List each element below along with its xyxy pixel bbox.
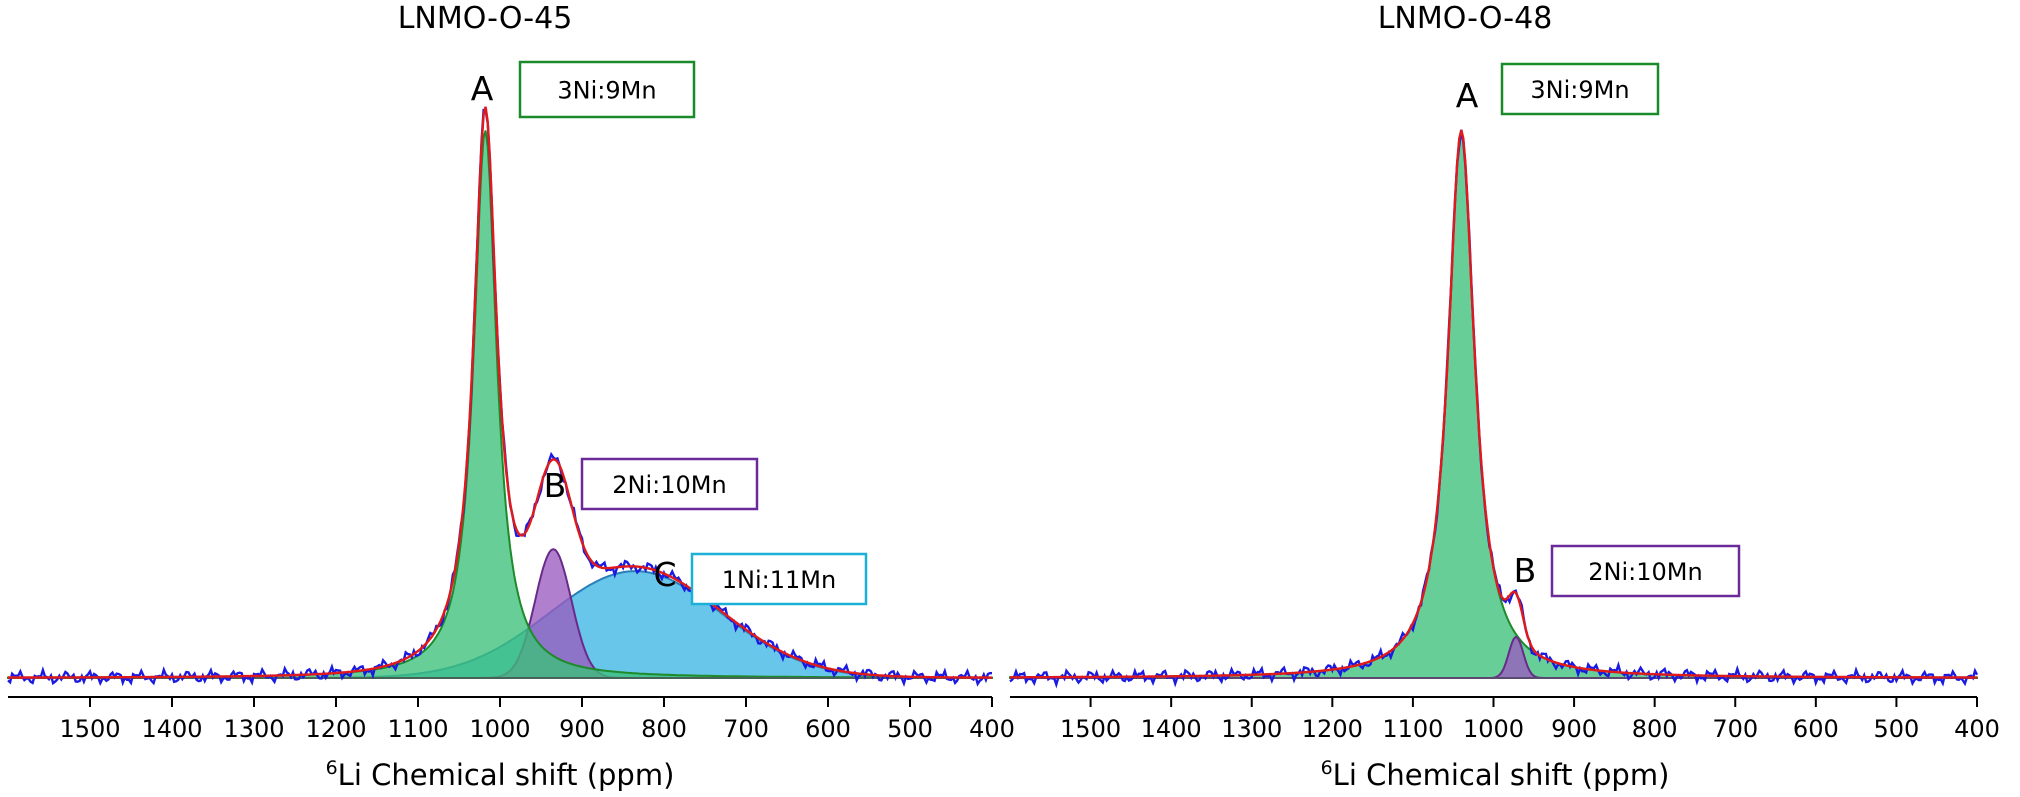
x-tick-label: 600 <box>1793 715 1839 743</box>
x-tick-label: 700 <box>1712 715 1758 743</box>
panel-lnmo-o-48: LNMO-O-48 1500 1400 1300 1200 1100 1000 900 800… <box>1009 1 2000 792</box>
x-tick-label: 1400 <box>1141 715 1202 743</box>
panel-title: LNMO-O-48 <box>1378 1 1553 36</box>
x-tick-label: 500 <box>887 715 933 743</box>
component-peak-a <box>1009 129 1978 679</box>
peak-label-c: C <box>653 555 676 594</box>
x-tick-label: 1500 <box>1060 715 1121 743</box>
panel-lnmo-o-45: LNMO-O-45 1500 1400 1300 1200 1100 1000 900 800… <box>7 1 1015 792</box>
x-tick-label: 400 <box>969 715 1015 743</box>
panel-title: LNMO-O-45 <box>398 1 573 36</box>
peak-label-a: A <box>1456 76 1479 115</box>
x-tick-label: 800 <box>641 715 687 743</box>
x-axis-label-superscript: 6 <box>326 757 338 779</box>
x-tick-label: 700 <box>723 715 769 743</box>
assignment-box-c <box>690 552 868 606</box>
assignment-text-b: 2Ni:10Mn <box>1588 558 1702 586</box>
x-tick-label: 800 <box>1632 715 1678 743</box>
peak-label-a: A <box>471 69 494 108</box>
assignment-text-a: 3Ni:9Mn <box>557 77 656 105</box>
assignment-box-a <box>518 60 696 119</box>
x-tick-label: 1100 <box>1382 715 1443 743</box>
x-axis-label-text: Li Chemical shift (ppm) <box>1333 758 1670 792</box>
x-tick-label: 1000 <box>469 715 530 743</box>
x-tick-label: 1500 <box>59 715 120 743</box>
peak-label-b: B <box>544 466 567 505</box>
spectrum-plot <box>1009 129 1979 689</box>
x-tick-label: 1400 <box>141 715 202 743</box>
peak-annotations: A 3Ni:9Mn B 2Ni:10Mn <box>1456 62 1741 598</box>
x-tick-label: 1000 <box>1463 715 1524 743</box>
x-tick-label: 900 <box>559 715 605 743</box>
assignment-box-b <box>580 457 759 511</box>
spectrum-plot <box>7 106 993 687</box>
x-tick-label: 1300 <box>223 715 284 743</box>
x-tick-label: 400 <box>1954 715 2000 743</box>
assignment-text-c: 1Ni:11Mn <box>722 566 836 594</box>
x-tick-label: 500 <box>1874 715 1920 743</box>
x-tick-label: 1300 <box>1221 715 1282 743</box>
assignment-box-a <box>1500 62 1660 116</box>
x-tick-label: 1200 <box>1302 715 1363 743</box>
assignment-box-b <box>1550 544 1741 598</box>
assignment-text-b: 2Ni:10Mn <box>612 471 726 499</box>
x-axis-label-superscript: 6 <box>1321 757 1333 779</box>
x-axis-label-text: Li Chemical shift (ppm) <box>338 758 675 792</box>
peak-annotations: C 1Ni:11Mn B 2Ni:10Mn A 3Ni:9Mn <box>471 60 868 606</box>
assignment-text-a: 3Ni:9Mn <box>1530 76 1629 104</box>
x-tick-label: 1100 <box>387 715 448 743</box>
x-tick-label: 1200 <box>305 715 366 743</box>
x-axis-label: 6Li Chemical shift (ppm) <box>1321 757 1670 792</box>
x-axis-label: 6Li Chemical shift (ppm) <box>326 757 675 792</box>
fit-envelope-line <box>1010 129 1977 679</box>
x-axis-ticks: 1500 1400 1300 1200 1100 1000 900 800 700 600 500 4… <box>1060 697 2000 743</box>
x-tick-label: 600 <box>805 715 851 743</box>
x-axis-ticks: 1500 1400 1300 1200 1100 1000 900 800 700 600 500 4… <box>59 697 1015 743</box>
fit-envelope-line <box>8 106 992 679</box>
peak-label-b: B <box>1514 551 1537 590</box>
x-tick-label: 900 <box>1551 715 1597 743</box>
